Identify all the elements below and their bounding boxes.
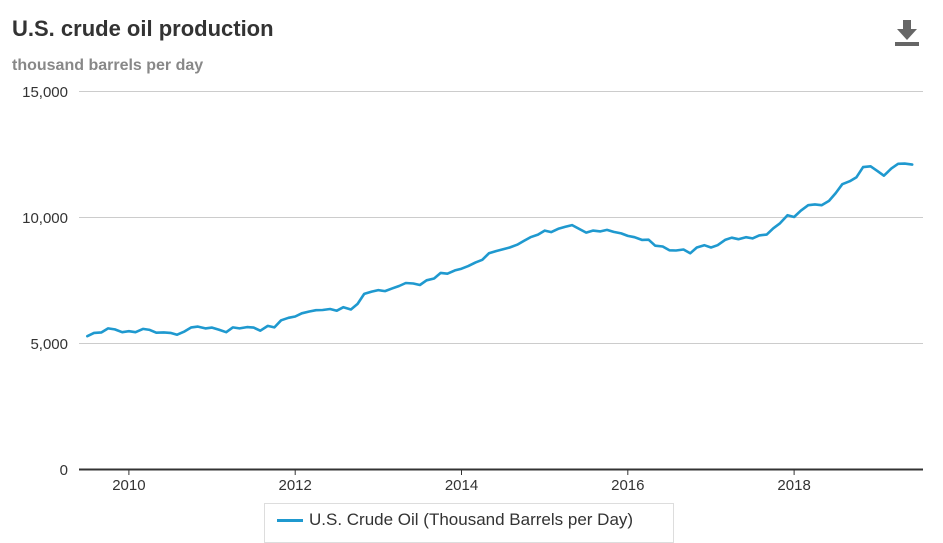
x-tick-label: 2012	[279, 477, 312, 494]
x-tick-label: 2016	[611, 477, 644, 494]
download-icon[interactable]	[893, 18, 921, 48]
y-tick-label: 5,000	[30, 336, 68, 353]
y-tick-label: 0	[60, 462, 68, 479]
legend-swatch	[277, 519, 303, 522]
x-tick-label: 2018	[777, 477, 810, 494]
y-tick-label: 10,000	[22, 210, 68, 227]
series-line	[86, 162, 914, 338]
line-chart: 0 5,000 10,000 15,000 2010 2012 2014 2016 2018	[22, 84, 923, 494]
download-icon-graphic	[895, 20, 919, 46]
x-tick-label: 2014	[445, 477, 478, 494]
x-axis-tick-labels: 2010 2012 2014 2016 2018	[112, 469, 811, 494]
y-axis-tick-labels: 0 5,000 10,000 15,000	[22, 84, 68, 479]
legend-label: U.S. Crude Oil (Thousand Barrels per Day…	[309, 510, 634, 529]
series-layer	[86, 162, 914, 338]
chart-title: U.S. crude oil production	[12, 16, 274, 41]
gridlines	[79, 91, 923, 471]
chart-subtitle: thousand barrels per day	[12, 57, 204, 74]
x-tick-label: 2010	[112, 477, 145, 494]
y-tick-label: 15,000	[22, 84, 68, 101]
legend[interactable]: U.S. Crude Oil (Thousand Barrels per Day…	[264, 503, 674, 543]
